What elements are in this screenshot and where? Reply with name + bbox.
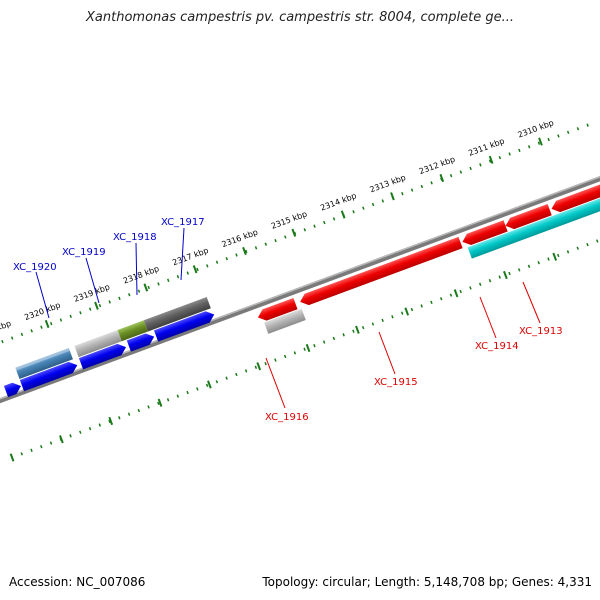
feature-left-partial-gene[interactable] [3,380,23,398]
leader-xc-1915 [378,331,396,375]
feature-xc-1920-cds[interactable] [15,347,73,380]
leader-xc-1916 [265,357,286,409]
scale-label: 2316 kbp [221,228,259,250]
gene-label[interactable]: XC_1914 [475,341,519,352]
scale-label: 2319 kbp [73,282,111,304]
major-tick [488,155,494,164]
gene-label[interactable]: XC_1920 [13,262,57,273]
gene-label[interactable]: XC_1917 [161,217,205,228]
feature-xc-1914-gene[interactable] [460,220,508,247]
feature-xc-1914-cds[interactable] [467,188,600,259]
major-tick [453,289,459,298]
gene-label[interactable]: XC_1918 [113,232,157,243]
feature-xc-1919-gene[interactable] [78,341,128,370]
major-tick [192,265,198,274]
feature-xc-1918-gene[interactable] [126,331,156,352]
leader-xc-1920 [35,271,50,319]
gene-label[interactable]: XC_1919 [62,247,106,258]
scale-label: 2318 kbp [122,264,160,286]
backbone [0,169,600,410]
major-tick [143,283,149,292]
major-ticks [0,137,558,462]
leader-xc-1919 [85,257,100,304]
scale-label: 2317 kbp [171,246,209,268]
major-tick [538,137,543,146]
major-tick [404,307,410,316]
major-tick [305,343,311,353]
major-tick [552,252,558,261]
accession-label: Accession: NC_007086 [9,575,146,589]
scale-label: 2314 kbp [319,191,357,213]
major-tick [340,210,346,219]
topology-label: Topology: circular; Length: 5,148,708 bp… [262,575,592,589]
feature-xc-1915-gene[interactable] [298,236,463,308]
gene-label[interactable]: XC_1916 [265,412,309,423]
scale-label: 2321 kbp [0,319,12,341]
major-tick [355,325,360,334]
major-tick [503,270,508,280]
scale-label: 2320 kbp [23,301,61,323]
gene-leaders [35,227,541,409]
major-tick [242,246,247,256]
major-tick [256,362,262,371]
leader-xc-1918 [135,242,138,296]
gene-label[interactable]: XC_1915 [374,377,418,388]
scale-label: 2313 kbp [369,173,407,195]
gene-label[interactable]: XC_1913 [519,326,563,337]
leader-xc-1914 [479,296,497,339]
major-tick [439,173,445,183]
major-tick [108,416,114,426]
major-tick [94,301,99,310]
feature-xc-1919-cds[interactable] [74,329,122,358]
feature-xc-1917-gene[interactable] [153,309,216,342]
major-tick [291,228,297,237]
leader-xc-1913 [522,281,541,324]
major-tick [59,435,64,444]
feature-xc-1913-gene[interactable] [503,203,552,232]
major-tick [9,453,15,462]
scale-label: 2311 kbp [467,136,505,158]
page-title: Xanthomonas campestris pv. campestris st… [86,10,514,25]
backbone-highlight [0,169,600,407]
feature-xc-1916-cds[interactable] [264,308,306,334]
feature-xc-1918-cds[interactable] [117,320,148,342]
major-tick [390,192,395,201]
gene-labels: XC_1920 XC_1919 XC_1918 XC_1917 XC_1916 … [13,217,563,423]
feature-xc-1916-gene[interactable] [256,297,298,323]
major-tick [207,380,212,389]
feature-xc-1920-gene[interactable] [19,359,79,392]
scale-label: 2312 kbp [418,155,456,177]
leader-xc-1917 [180,227,185,281]
feature-right-red-gene[interactable] [549,176,600,215]
major-tick [157,398,163,407]
major-tick [44,319,50,329]
scale-label: 2310 kbp [517,118,555,140]
feature-xc-1917-cds[interactable] [143,296,211,332]
scale-label: 2315 kbp [270,209,308,231]
